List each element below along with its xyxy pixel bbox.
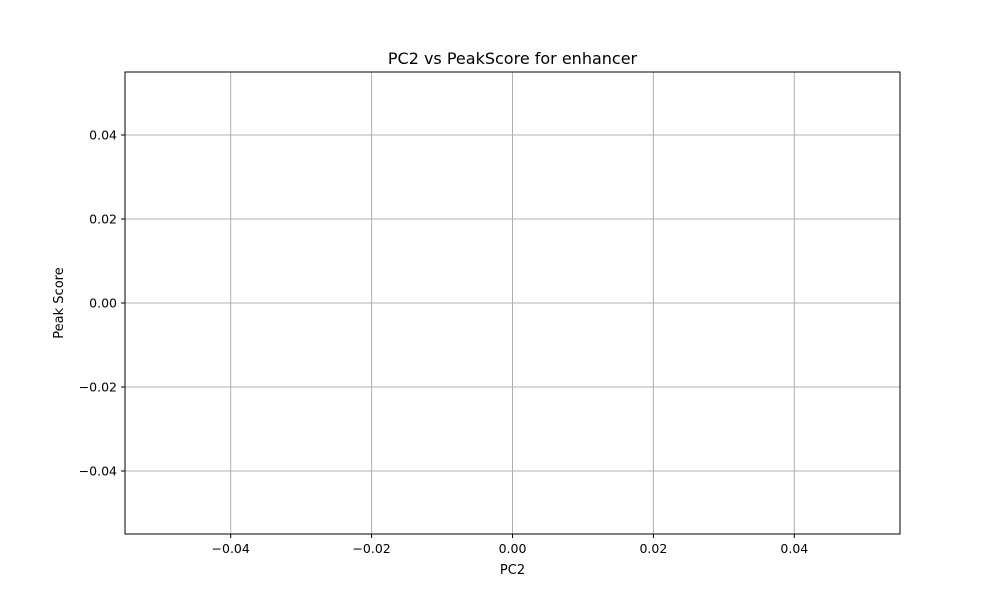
y-tick-label: −0.04: [79, 464, 117, 479]
y-tick-label: −0.02: [79, 380, 117, 395]
x-tick-label: 0.04: [780, 541, 808, 556]
y-axis-ticks: −0.04 −0.02 0.00 0.02 0.04: [79, 128, 125, 479]
chart-title: PC2 vs PeakScore for enhancer: [388, 49, 638, 68]
y-tick-label: 0.02: [89, 212, 117, 227]
x-tick-label: −0.02: [352, 541, 390, 556]
x-tick-label: 0.02: [639, 541, 667, 556]
x-axis-label: PC2: [500, 563, 525, 578]
y-tick-label: 0.00: [89, 296, 117, 311]
y-tick-label: 0.04: [89, 128, 117, 143]
y-axis-label: Peak Score: [52, 267, 67, 338]
grid: [125, 72, 900, 534]
x-axis-ticks: −0.04 −0.02 0.00 0.02 0.04: [212, 534, 808, 556]
x-tick-label: 0.00: [499, 541, 527, 556]
x-tick-label: −0.04: [212, 541, 250, 556]
